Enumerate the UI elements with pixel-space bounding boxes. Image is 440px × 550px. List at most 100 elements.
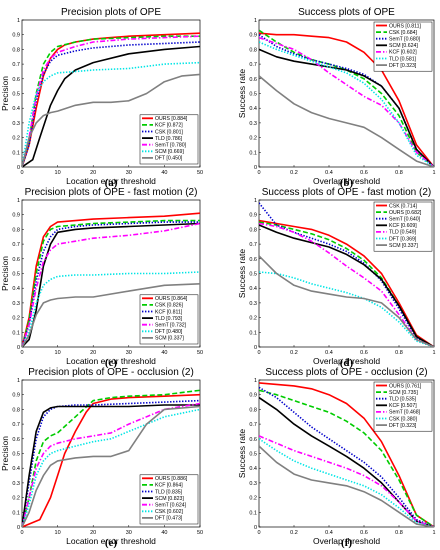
y-tick-label: 0 xyxy=(254,525,257,531)
y-axis-label: Success rate xyxy=(237,249,247,298)
chart-title: Precision plots of OPE - occlusion (2) xyxy=(28,367,194,378)
y-tick-label: 0.4 xyxy=(249,286,257,292)
y-tick-label: 0.7 xyxy=(249,242,257,248)
legend-entry: KCF [0.602] xyxy=(389,50,417,56)
series-line-3 xyxy=(259,224,434,347)
legend-entry: OURS [0.761] xyxy=(389,383,422,389)
legend: OURS [0.864]CSK [0.826]KCF [0.811]TLD [0… xyxy=(139,294,199,345)
legend-entry: SemT [0.640] xyxy=(389,217,421,223)
x-tick-label: 20 xyxy=(90,530,96,536)
x-tick-label: 0 xyxy=(20,170,23,176)
legend-entry: TLD [0.535] xyxy=(389,397,417,403)
y-tick-label: 0.5 xyxy=(249,272,257,278)
series-group xyxy=(22,389,200,527)
legend-entry: DFT [0.450] xyxy=(155,156,183,162)
y-tick-label: 0.9 xyxy=(12,213,20,219)
y-tick-label: 0.9 xyxy=(249,393,257,399)
legend-box xyxy=(139,474,199,525)
series-line-5 xyxy=(22,271,200,347)
y-tick-label: 0.6 xyxy=(12,77,20,83)
legend-entry: OURS [0.886] xyxy=(155,476,188,482)
panel-caption: (a) xyxy=(105,177,118,189)
y-tick-label: 0.4 xyxy=(12,466,20,472)
y-tick-label: 0.3 xyxy=(249,301,257,307)
series-group xyxy=(22,212,200,347)
series-line-3 xyxy=(22,45,200,167)
y-tick-label: 0.4 xyxy=(12,286,20,292)
y-axis-label: Success rate xyxy=(237,69,247,118)
legend-entry: KCF [0.864] xyxy=(155,483,183,489)
y-tick-label: 0.3 xyxy=(12,301,20,307)
y-tick-label: 0.2 xyxy=(12,136,20,142)
series-line-5 xyxy=(259,41,434,167)
legend-entry: DFT [0.323] xyxy=(389,63,417,69)
series-line-6 xyxy=(259,255,434,347)
series-group xyxy=(259,202,434,347)
legend-entry: DFT [0.323] xyxy=(389,423,417,429)
series-line-0 xyxy=(259,32,434,167)
x-tick-label: 30 xyxy=(126,350,132,356)
legend-entry: SCM [0.669] xyxy=(155,149,184,155)
y-tick-label: 0.3 xyxy=(249,481,257,487)
series-line-1 xyxy=(22,219,200,347)
legend-entry: CSK [0.684] xyxy=(389,30,418,36)
series-line-0 xyxy=(22,212,200,347)
y-tick-label: 0.7 xyxy=(12,242,20,248)
series-line-6 xyxy=(259,75,434,167)
series-line-1 xyxy=(22,389,200,527)
x-tick-label: 0.8 xyxy=(395,350,403,356)
x-axis-label: Location error threshold xyxy=(66,536,156,546)
y-tick-label: 0.1 xyxy=(249,510,257,516)
legend-entry: SemT [0.732] xyxy=(155,323,187,329)
y-tick-label: 0.6 xyxy=(249,437,257,443)
y-axis-label: Precision xyxy=(0,256,10,291)
y-tick-label: 1 xyxy=(254,378,257,384)
y-tick-label: 0.4 xyxy=(12,106,20,112)
legend-entry: DFT [0.480] xyxy=(155,329,183,335)
x-axis-label: Overlap threshold xyxy=(313,176,380,186)
legend-entry: CSK [0.801] xyxy=(155,129,184,135)
y-tick-label: 0.1 xyxy=(12,510,20,516)
series-line-5 xyxy=(22,61,200,167)
y-tick-label: 0.5 xyxy=(249,452,257,458)
series-line-6 xyxy=(259,445,434,527)
y-tick-label: 0.8 xyxy=(12,47,20,53)
y-tick-label: 0.2 xyxy=(249,316,257,322)
y-tick-label: 0.8 xyxy=(249,407,257,413)
y-tick-label: 1 xyxy=(17,378,20,384)
x-tick-label: 50 xyxy=(197,530,203,536)
series-line-2 xyxy=(22,399,200,527)
chart-panel-d: Success plots of OPE - fast motion (2)0 0… xyxy=(237,187,436,369)
legend-entry: TLD [0.835] xyxy=(155,489,183,495)
x-tick-label: 0.8 xyxy=(395,530,403,536)
y-tick-label: 0.3 xyxy=(12,121,20,127)
chart-panel-c: Precision plots of OPE - fast motion (2)… xyxy=(0,187,203,369)
y-tick-label: 0 xyxy=(17,345,20,351)
series-group xyxy=(22,32,200,167)
series-line-5 xyxy=(259,271,434,347)
y-tick-label: 0.9 xyxy=(12,393,20,399)
y-tick-label: 0.5 xyxy=(12,272,20,278)
series-line-4 xyxy=(22,222,200,347)
legend-entry: CSK [0.380] xyxy=(389,416,418,422)
legend-entry: KCF [0.609] xyxy=(389,223,417,229)
legend-entry: KCF [0.811] xyxy=(155,309,183,315)
legend-entry: OURS [0.682] xyxy=(389,210,422,216)
x-tick-label: 20 xyxy=(90,350,96,356)
series-line-0 xyxy=(259,382,434,527)
legend-entry: SCM [0.823] xyxy=(155,496,184,502)
y-tick-label: 1 xyxy=(254,18,257,24)
y-tick-label: 0.8 xyxy=(249,47,257,53)
y-tick-label: 0.5 xyxy=(249,92,257,98)
x-tick-label: 0.4 xyxy=(325,350,333,356)
legend-entry: KCF [0.872] xyxy=(155,123,183,129)
y-tick-label: 0 xyxy=(17,525,20,531)
x-tick-label: 0 xyxy=(257,530,260,536)
series-line-5 xyxy=(259,438,434,527)
legend-entry: SCM [0.735] xyxy=(389,390,418,396)
x-axis-label: Location error threshold xyxy=(66,176,156,186)
y-tick-label: 0.1 xyxy=(12,150,20,156)
legend: OURS [0.884]KCF [0.872]CSK [0.801]TLD [0… xyxy=(139,114,199,165)
x-tick-label: 10 xyxy=(55,530,61,536)
